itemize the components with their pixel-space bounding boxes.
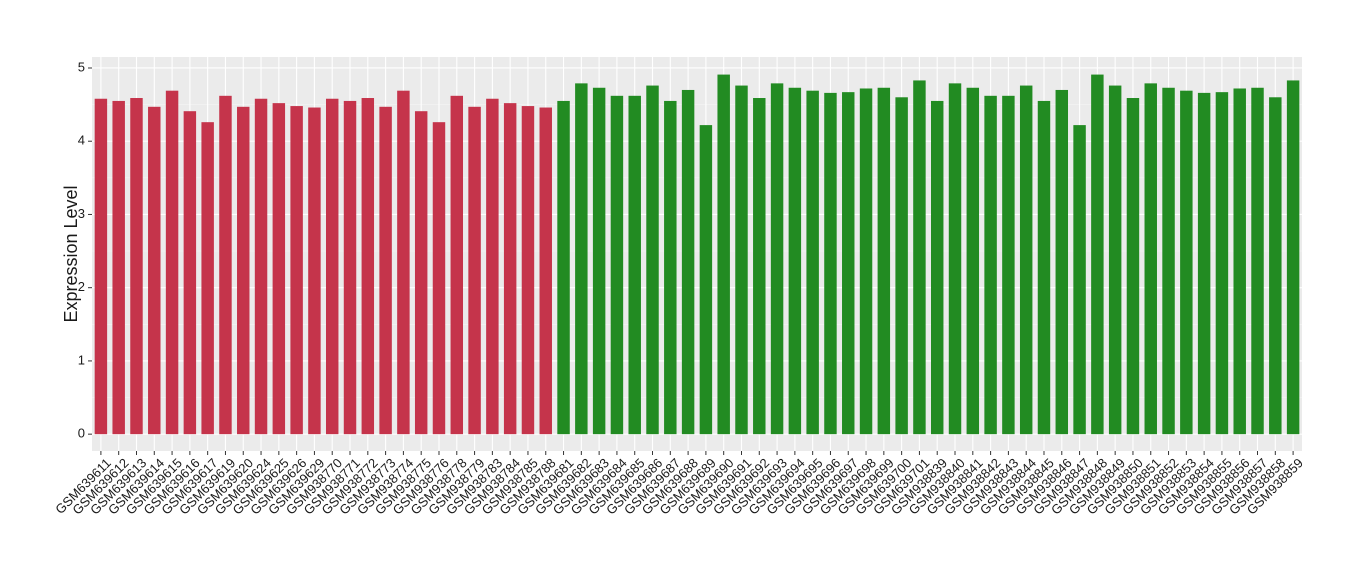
y-tick-label: 1 (78, 352, 85, 367)
bar (1108, 85, 1122, 435)
bar (575, 83, 588, 435)
bar (592, 87, 606, 435)
bar (94, 98, 108, 435)
bar (664, 100, 677, 435)
bar (699, 125, 713, 435)
bar (503, 103, 517, 435)
bar (628, 95, 641, 435)
bar (1180, 90, 1193, 435)
bar (1037, 100, 1051, 435)
bar (824, 92, 837, 435)
y-tick-label: 5 (78, 59, 85, 74)
bar (201, 122, 214, 435)
bar (272, 103, 286, 435)
bar (717, 74, 730, 435)
bar (1269, 97, 1282, 435)
bar (895, 97, 908, 435)
bar (1197, 92, 1211, 435)
bar (165, 90, 179, 435)
y-tick-label: 3 (78, 206, 85, 221)
bar (1251, 87, 1264, 435)
bar (219, 95, 232, 435)
bar (237, 106, 250, 435)
bar (770, 83, 784, 435)
bar (1233, 88, 1246, 435)
bar (468, 106, 481, 435)
bar (432, 122, 446, 435)
bar (486, 98, 499, 435)
bar (610, 95, 624, 435)
bar (753, 98, 766, 435)
bar (557, 100, 570, 435)
bar (450, 95, 464, 435)
bar (1162, 87, 1175, 435)
bar (948, 83, 962, 435)
bar (308, 107, 321, 435)
bar (984, 95, 997, 435)
bar (325, 98, 339, 435)
bar (397, 90, 410, 435)
bar (930, 100, 944, 435)
bar (521, 106, 535, 435)
bar (1215, 92, 1229, 435)
bar (877, 87, 891, 435)
bar (1019, 85, 1033, 435)
bar (859, 88, 873, 435)
bar (913, 80, 926, 435)
bar (681, 89, 695, 435)
y-tick-label: 0 (78, 426, 85, 441)
bar (361, 98, 375, 435)
bar (379, 106, 392, 435)
bar (735, 85, 748, 435)
bar (1091, 74, 1104, 435)
bar (343, 100, 357, 435)
y-axis-label: Expression Level (61, 185, 81, 322)
bar (414, 111, 428, 435)
bar (130, 98, 143, 435)
bar (1055, 89, 1069, 435)
bar (1073, 125, 1086, 435)
bar (112, 100, 125, 435)
y-tick-label: 2 (78, 279, 85, 294)
bar (539, 107, 552, 435)
bar (842, 92, 855, 435)
bar (254, 98, 268, 435)
bar (966, 87, 980, 435)
bar (183, 111, 197, 435)
bar (1286, 80, 1300, 435)
bar (788, 87, 802, 435)
bar (646, 85, 659, 435)
bar (806, 90, 819, 435)
bar (148, 106, 161, 435)
bar (290, 106, 303, 435)
bar (1126, 98, 1140, 435)
bar (1144, 83, 1157, 435)
bar (1002, 95, 1015, 435)
y-tick-label: 4 (78, 133, 85, 148)
